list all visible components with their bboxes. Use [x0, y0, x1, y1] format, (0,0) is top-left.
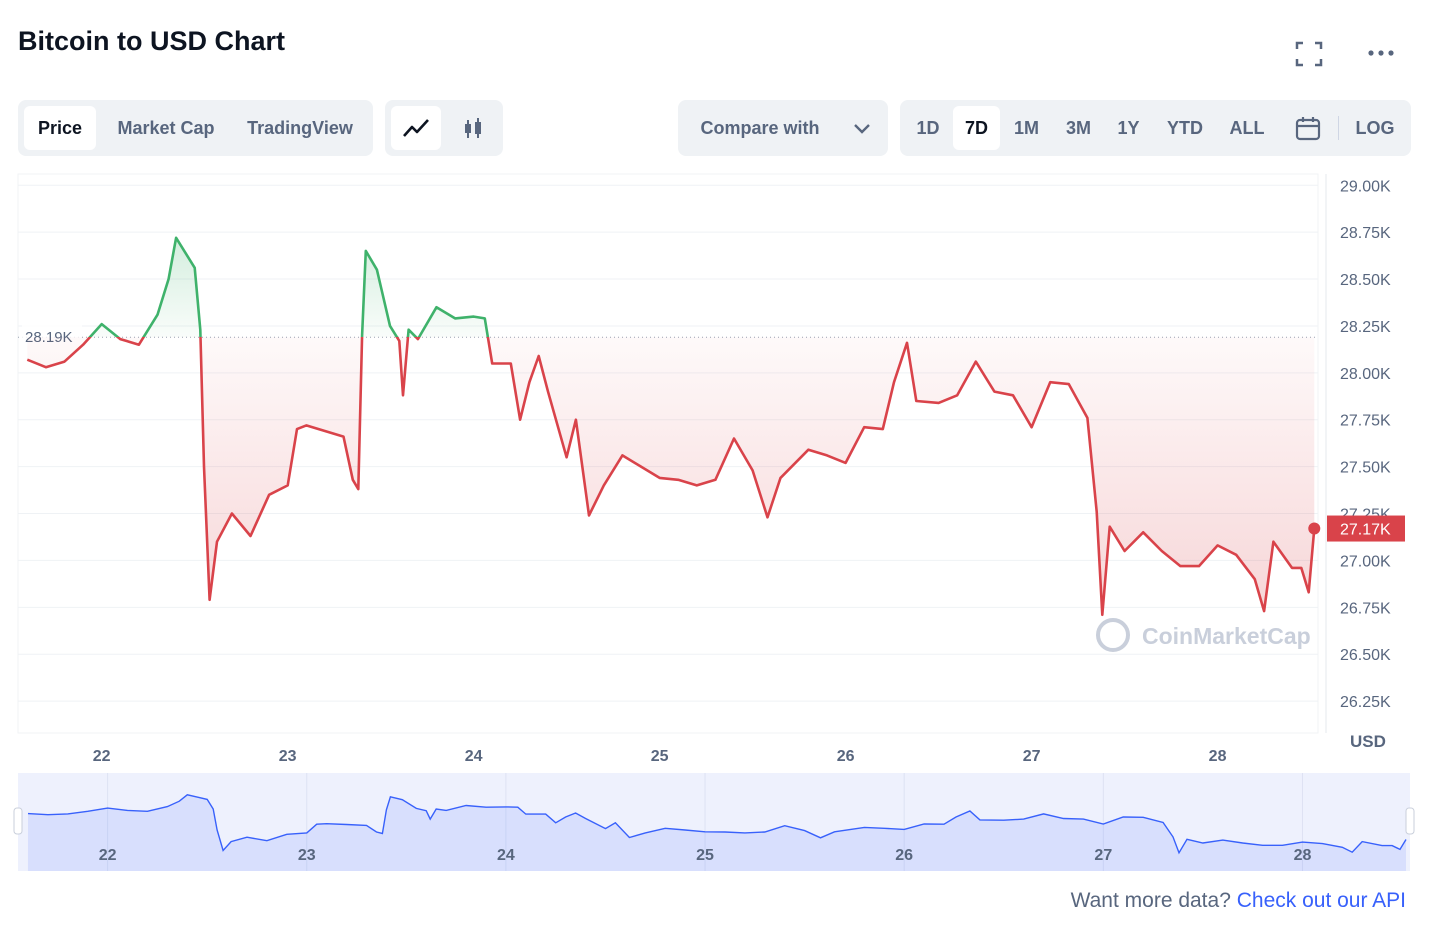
compare-label: Compare with: [700, 118, 820, 138]
footer-text: Want more data?: [1070, 889, 1231, 912]
navigator: [18, 773, 1410, 871]
last-price-label: 27.17K: [1340, 522, 1391, 539]
navigator-area: [27, 794, 1407, 871]
y-tick-label: 26.25K: [1340, 694, 1391, 711]
range-button[interactable]: 7D: [953, 106, 1000, 150]
chart-type-group: [385, 100, 503, 156]
tab-group: Price Market Cap TradingView: [18, 100, 373, 156]
tab[interactable]: Price: [24, 106, 96, 150]
tab[interactable]: TradingView: [247, 118, 353, 138]
watermark: CoinMarketCap: [1142, 623, 1311, 649]
y-tick-label: 28.00K: [1340, 366, 1391, 383]
y-tick-label: 28.50K: [1340, 272, 1391, 289]
range-group: LOG 1D 7D 1M 3M 1Y YTD ALL: [900, 100, 1411, 156]
last-price-bg: [1327, 515, 1405, 542]
x-tick-label: 27: [1023, 748, 1041, 765]
range-button[interactable]: 1Y: [1117, 118, 1140, 138]
x-tick-label: 25: [651, 748, 669, 765]
x-tick-label: 23: [279, 748, 297, 765]
navigator-line: [27, 794, 1407, 855]
more-icon[interactable]: [1366, 44, 1396, 62]
x-tick-label: 28: [1209, 748, 1227, 765]
navigator-label: 25: [696, 847, 714, 864]
line-button[interactable]: [391, 106, 441, 150]
y-tick-label: 27.75K: [1340, 413, 1391, 430]
last-point: [1308, 522, 1321, 535]
range-button[interactable]: ALL: [1229, 118, 1265, 138]
range-button[interactable]: YTD: [1167, 118, 1203, 138]
calendar-icon[interactable]: [1294, 115, 1322, 143]
api-link[interactable]: Check out our API: [1236, 889, 1406, 912]
navigator-label: 22: [99, 847, 117, 864]
x-tick-label: 22: [93, 748, 111, 765]
range-button[interactable]: 1D: [916, 118, 940, 138]
x-tick-label: 24: [465, 748, 483, 765]
price-line: [26, 236, 1316, 617]
footer: Want more data? Check out our API: [1071, 889, 1406, 913]
y-axis-label: USD: [1350, 732, 1386, 751]
navigator-label: 24: [497, 847, 515, 864]
y-tick-label: 27.00K: [1340, 553, 1391, 570]
y-tick-label: 28.75K: [1340, 225, 1391, 242]
navigator-handle[interactable]: [1405, 807, 1415, 835]
navigator-handle[interactable]: [13, 807, 23, 835]
price-area: [27, 237, 1315, 615]
navigator-label: 26: [895, 847, 913, 864]
fullscreen-icon[interactable]: [1294, 40, 1324, 68]
navigator-label: 23: [298, 847, 316, 864]
chart-title: Bitcoin to USD Chart: [18, 26, 285, 56]
y-tick-label: 26.75K: [1340, 600, 1391, 617]
tab[interactable]: Market Cap: [117, 118, 215, 138]
x-tick-label: 26: [837, 748, 855, 765]
y-tick-label: 27.50K: [1340, 460, 1391, 477]
log-button[interactable]: LOG: [1355, 118, 1395, 138]
y-tick-label: 26.50K: [1340, 647, 1391, 664]
y-tick-label: 29.00K: [1340, 178, 1391, 195]
navigator-label: 27: [1094, 847, 1112, 864]
compare-select[interactable]: Compare with: [678, 100, 888, 156]
navigator-label: 28: [1294, 847, 1312, 864]
y-tick-label: 28.25K: [1340, 319, 1391, 336]
separator: [1338, 116, 1339, 140]
watermark-logo: [1096, 618, 1130, 652]
range-button[interactable]: 3M: [1065, 118, 1091, 138]
range-button[interactable]: 1M: [1013, 118, 1039, 138]
candle-button[interactable]: [447, 106, 497, 150]
